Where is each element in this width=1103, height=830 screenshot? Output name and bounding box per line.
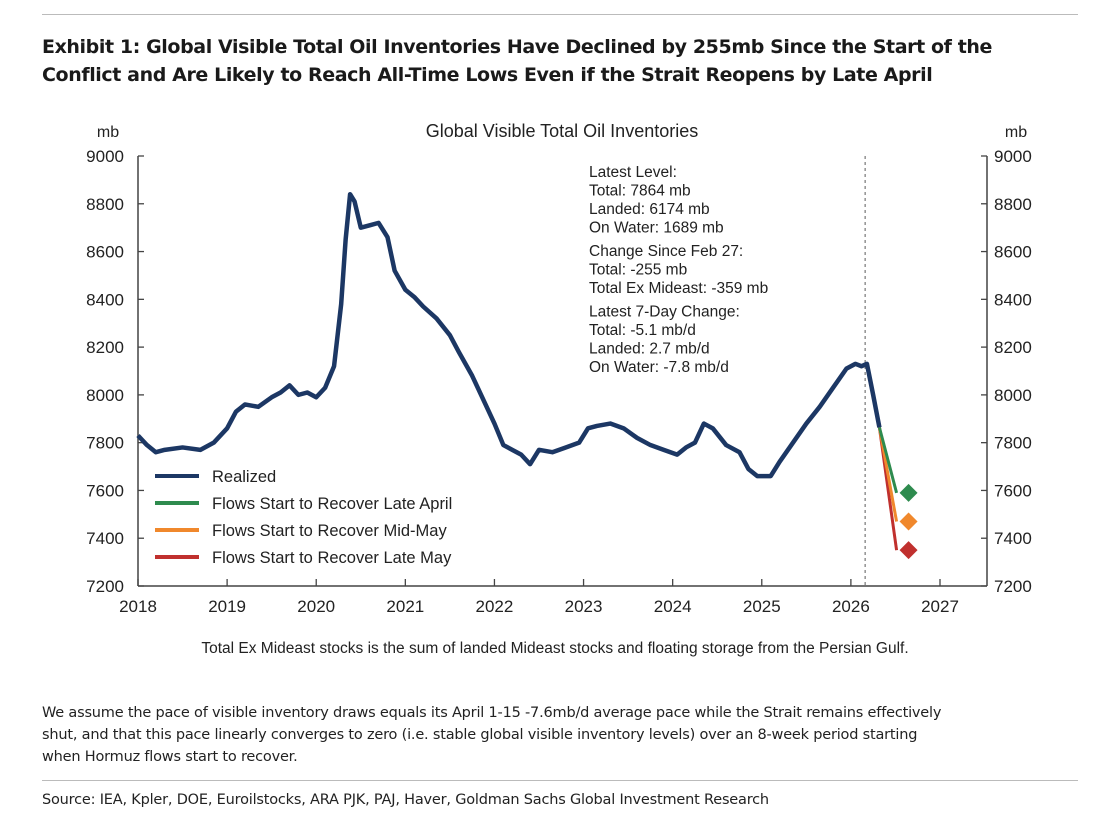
- y-tick-label-right: 9000: [994, 147, 1032, 166]
- y-tick-label-left: 8800: [86, 195, 124, 214]
- annotation-line: Landed: 6174 mb: [589, 201, 710, 218]
- title-line-2: Conflict and Are Likely to Reach All-Tim…: [42, 64, 933, 86]
- scenario-endpoint-marker: [899, 483, 918, 502]
- legend-label: Realized: [212, 468, 276, 486]
- x-tick-label: 2027: [921, 597, 959, 616]
- x-tick-label: 2021: [386, 597, 424, 616]
- y-tick-label-left: 8600: [86, 243, 124, 262]
- exhibit-title: Exhibit 1: Global Visible Total Oil Inve…: [42, 33, 1082, 89]
- inventory-chart: Global Visible Total Oil Inventories mb …: [86, 121, 1032, 657]
- x-tick-label: 2018: [119, 597, 157, 616]
- legend-label: Flows Start to Recover Late April: [212, 495, 452, 513]
- y-tick-label-right: 7800: [994, 434, 1032, 453]
- y-tick-label-right: 7200: [994, 577, 1032, 596]
- y-axis-label-left: mb: [97, 124, 119, 141]
- annotation-line: On Water: 1689 mb: [589, 220, 724, 237]
- y-tick-label-right: 8000: [994, 386, 1032, 405]
- x-tick-label: 2025: [743, 597, 781, 616]
- y-tick-label-left: 8400: [86, 290, 124, 309]
- title-line-1: Exhibit 1: Global Visible Total Oil Inve…: [42, 36, 993, 58]
- annotation-line: Latest Level:: [589, 164, 677, 181]
- y-tick-label-right: 7400: [994, 529, 1032, 548]
- y-axis-label-right: mb: [1005, 124, 1027, 141]
- annotation-line: Latest 7-Day Change:: [589, 304, 740, 321]
- y-tick-label-right: 8400: [994, 290, 1032, 309]
- annotation-line: Total: -255 mb: [589, 262, 687, 279]
- x-tick-label: 2022: [476, 597, 514, 616]
- methodology-note: We assume the pace of visible inventory …: [42, 702, 1092, 768]
- y-tick-label-right: 8800: [994, 195, 1032, 214]
- annotation-line: On Water: -7.8 mb/d: [589, 359, 729, 376]
- y-tick-label-left: 7200: [86, 577, 124, 596]
- y-tick-label-left: 7600: [86, 481, 124, 500]
- source-line: Source: IEA, Kpler, DOE, Euroilstocks, A…: [42, 792, 769, 808]
- y-tick-label-right: 8600: [994, 243, 1032, 262]
- x-tick-label: 2026: [832, 597, 870, 616]
- bottom-divider: [42, 780, 1078, 781]
- x-tick-label: 2023: [565, 597, 603, 616]
- chart-footnote: Total Ex Mideast stocks is the sum of la…: [201, 640, 908, 657]
- note-line-3: when Hormuz flows start to recover.: [42, 749, 298, 765]
- annotation-line: Total: -5.1 mb/d: [589, 322, 696, 339]
- annotation-line: Total Ex Mideast: -359 mb: [589, 280, 768, 297]
- annotation-line: Landed: 2.7 mb/d: [589, 341, 710, 358]
- realized-line: [136, 191, 882, 479]
- note-line-2: shut, and that this pace linearly conver…: [42, 727, 918, 743]
- note-line-1: We assume the pace of visible inventory …: [42, 705, 942, 721]
- annotation-line: Change Since Feb 27:: [589, 243, 743, 260]
- y-tick-label-right: 7600: [994, 481, 1032, 500]
- scenario-endpoint-marker: [899, 541, 918, 560]
- annotation-line: Total: 7864 mb: [589, 183, 691, 200]
- y-tick-label-left: 8200: [86, 338, 124, 357]
- y-tick-label-left: 9000: [86, 147, 124, 166]
- scenario-endpoint-marker: [899, 512, 918, 531]
- y-tick-label-left: 7800: [86, 434, 124, 453]
- y-tick-label-left: 8000: [86, 386, 124, 405]
- x-tick-label: 2019: [208, 597, 246, 616]
- chart-title: Global Visible Total Oil Inventories: [426, 121, 698, 141]
- x-tick-label: 2024: [654, 597, 692, 616]
- legend-label: Flows Start to Recover Mid-May: [212, 522, 447, 540]
- top-divider: [42, 14, 1078, 15]
- legend-label: Flows Start to Recover Late May: [212, 549, 452, 567]
- y-tick-label-right: 8200: [994, 338, 1032, 357]
- y-tick-label-left: 7400: [86, 529, 124, 548]
- scenario-line: [877, 426, 899, 494]
- x-tick-label: 2020: [297, 597, 335, 616]
